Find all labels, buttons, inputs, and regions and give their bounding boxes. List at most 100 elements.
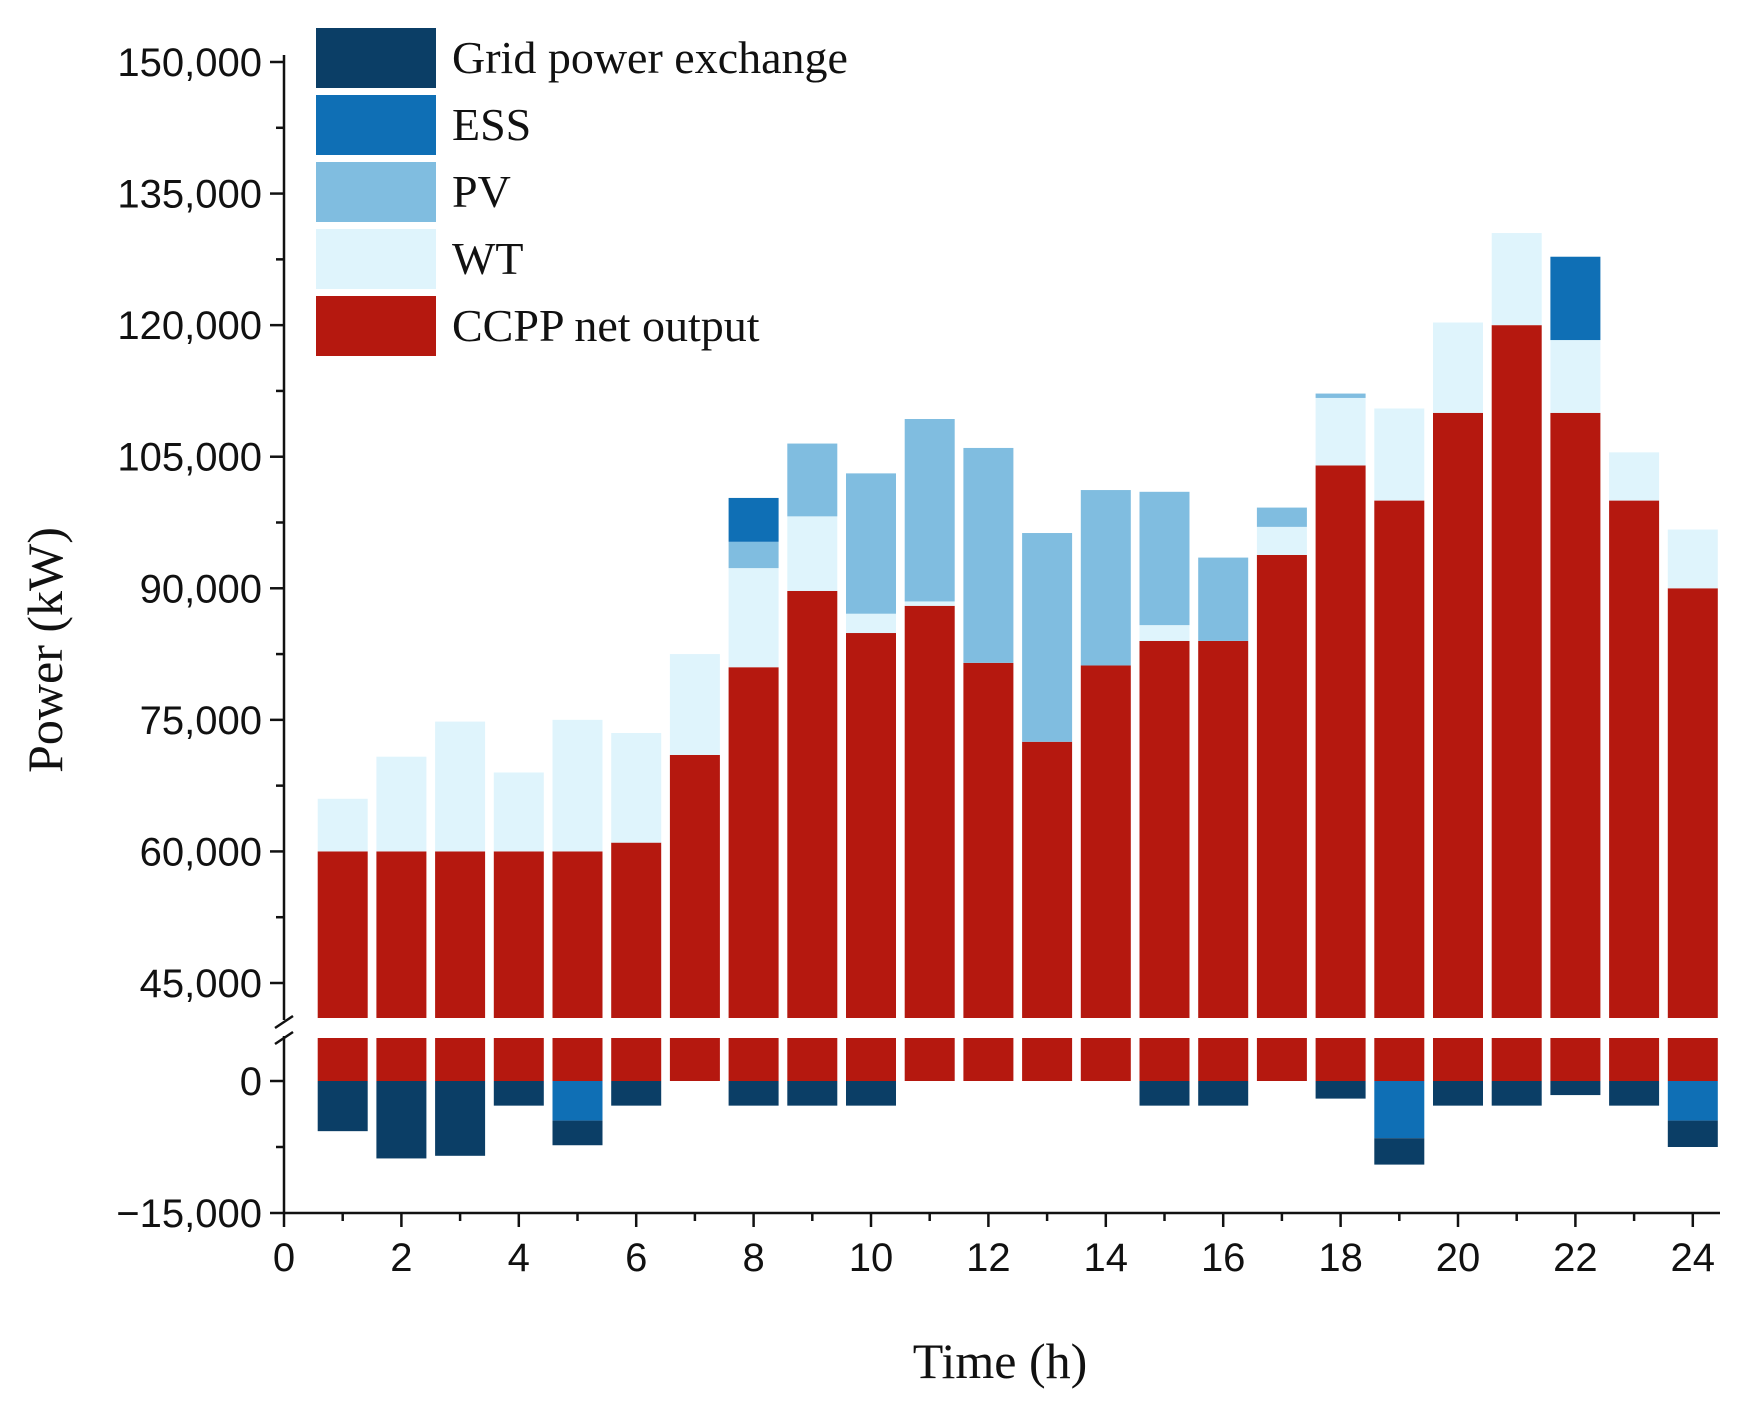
bar-wt xyxy=(317,798,368,852)
bar-ccpp-lower xyxy=(1022,1038,1073,1081)
bar-ccpp-lower xyxy=(493,1038,544,1081)
x-tick-label: 16 xyxy=(1201,1236,1246,1280)
bar-ccpp-upper xyxy=(1491,325,1542,1019)
y-tick-label: 0 xyxy=(240,1060,262,1104)
bar-ess-positive xyxy=(1550,256,1601,341)
bar-group-hour-1 xyxy=(317,798,368,1132)
bar-group-hour-4 xyxy=(493,772,544,1106)
bar-pv xyxy=(963,447,1014,663)
bar-wt xyxy=(1315,397,1366,466)
bar-pv xyxy=(1022,533,1073,742)
bar-grid-exchange xyxy=(1667,1120,1718,1147)
bar-grid-exchange xyxy=(846,1081,896,1106)
legend-item-pv: PV xyxy=(316,162,511,222)
y-tick-label: 105,000 xyxy=(117,436,262,480)
y-tick-label: 75,000 xyxy=(140,699,262,743)
legend-swatch xyxy=(316,296,436,356)
bar-wt xyxy=(1667,529,1718,589)
legend-label: Grid power exchange xyxy=(452,32,848,83)
bar-pv xyxy=(1139,491,1190,626)
axis-break-mark xyxy=(274,1030,294,1046)
bar-ccpp-lower xyxy=(611,1038,662,1081)
bar-wt xyxy=(1491,233,1542,326)
bar-grid-exchange xyxy=(1374,1138,1425,1165)
bar-ccpp-lower xyxy=(1256,1038,1307,1081)
bar-ccpp-upper xyxy=(904,605,955,1018)
bar-ccpp-upper xyxy=(1550,412,1601,1018)
bar-ess-negative xyxy=(1374,1081,1425,1139)
bar-ess-positive xyxy=(728,497,779,542)
bar-grid-exchange xyxy=(787,1081,838,1106)
axis-break-mark xyxy=(274,1014,294,1030)
bar-ccpp-upper xyxy=(728,667,779,1018)
bar-group-hour-14 xyxy=(1080,490,1131,1081)
bar-grid-exchange xyxy=(1491,1081,1542,1106)
x-tick-label: 2 xyxy=(390,1236,412,1280)
bar-group-hour-18 xyxy=(1315,393,1366,1099)
legend: Grid power exchange ESS PV WT CCPP net outpu… xyxy=(316,28,848,356)
x-tick-label: 20 xyxy=(1436,1236,1481,1280)
bar-grid-exchange xyxy=(317,1081,368,1132)
bar-grid-exchange xyxy=(493,1081,544,1106)
bar-ccpp-upper xyxy=(1667,588,1718,1018)
bar-group-hour-23 xyxy=(1609,452,1660,1106)
bar-ccpp-upper xyxy=(1022,741,1073,1018)
x-tick-label: 6 xyxy=(625,1236,647,1280)
bar-ccpp-lower xyxy=(1315,1038,1366,1081)
x-tick-label: 4 xyxy=(508,1236,530,1280)
bar-wt xyxy=(846,613,896,634)
bar-grid-exchange xyxy=(1433,1081,1483,1106)
bar-grid-exchange xyxy=(728,1081,779,1106)
legend-swatch xyxy=(316,229,436,289)
y-tick-label: 120,000 xyxy=(117,304,262,348)
bar-wt xyxy=(493,772,544,852)
bar-pv xyxy=(1198,557,1249,641)
y-axis-title: Power (kW) xyxy=(17,527,73,773)
bar-pv xyxy=(904,418,955,602)
bar-wt xyxy=(904,601,955,606)
bar-ccpp-upper xyxy=(1315,465,1366,1018)
bar-group-hour-11 xyxy=(904,418,955,1081)
bar-ccpp-upper xyxy=(1256,554,1307,1018)
bar-ccpp-lower xyxy=(376,1038,427,1081)
bar-wt xyxy=(1139,625,1190,641)
bar-pv xyxy=(787,443,838,517)
bar-ccpp-lower xyxy=(1433,1038,1483,1081)
y-tick-label: 90,000 xyxy=(140,567,262,611)
x-tick-label: 12 xyxy=(966,1236,1011,1280)
bar-ccpp-upper xyxy=(963,662,1014,1018)
legend-item-ess: ESS xyxy=(316,95,531,155)
y-tick-label: 150,000 xyxy=(117,41,262,85)
bar-group-hour-5 xyxy=(552,719,603,1146)
bar-ccpp-lower xyxy=(1080,1038,1131,1081)
bar-group-hour-2 xyxy=(376,756,427,1159)
x-tick-label: 18 xyxy=(1318,1236,1363,1280)
bar-ccpp-lower xyxy=(1550,1038,1601,1081)
bars-layer xyxy=(317,233,1718,1165)
bar-pv xyxy=(728,541,779,569)
x-tick-label: 0 xyxy=(273,1236,295,1280)
bar-group-hour-13 xyxy=(1022,533,1073,1081)
bar-wt xyxy=(376,756,427,852)
legend-swatch xyxy=(316,162,436,222)
bar-grid-exchange xyxy=(611,1081,662,1106)
bar-ccpp-upper xyxy=(1139,640,1190,1018)
bar-wt xyxy=(1609,452,1660,501)
bar-ccpp-upper xyxy=(376,851,427,1018)
bar-pv xyxy=(1256,507,1307,527)
bar-group-hour-12 xyxy=(963,447,1014,1081)
bar-wt xyxy=(1256,526,1307,555)
bar-ccpp-lower xyxy=(963,1038,1014,1081)
bar-grid-exchange xyxy=(435,1081,486,1156)
bar-group-hour-9 xyxy=(787,443,838,1106)
bar-pv xyxy=(1315,393,1366,398)
legend-label: CCPP net output xyxy=(452,300,760,351)
bar-ccpp-upper xyxy=(1080,665,1131,1018)
bar-pv xyxy=(846,473,896,614)
bar-grid-exchange xyxy=(1315,1081,1366,1099)
legend-label: PV xyxy=(452,166,511,217)
bar-group-hour-19 xyxy=(1374,408,1425,1165)
bar-group-hour-7 xyxy=(669,654,720,1081)
bar-ccpp-upper xyxy=(1609,500,1660,1019)
